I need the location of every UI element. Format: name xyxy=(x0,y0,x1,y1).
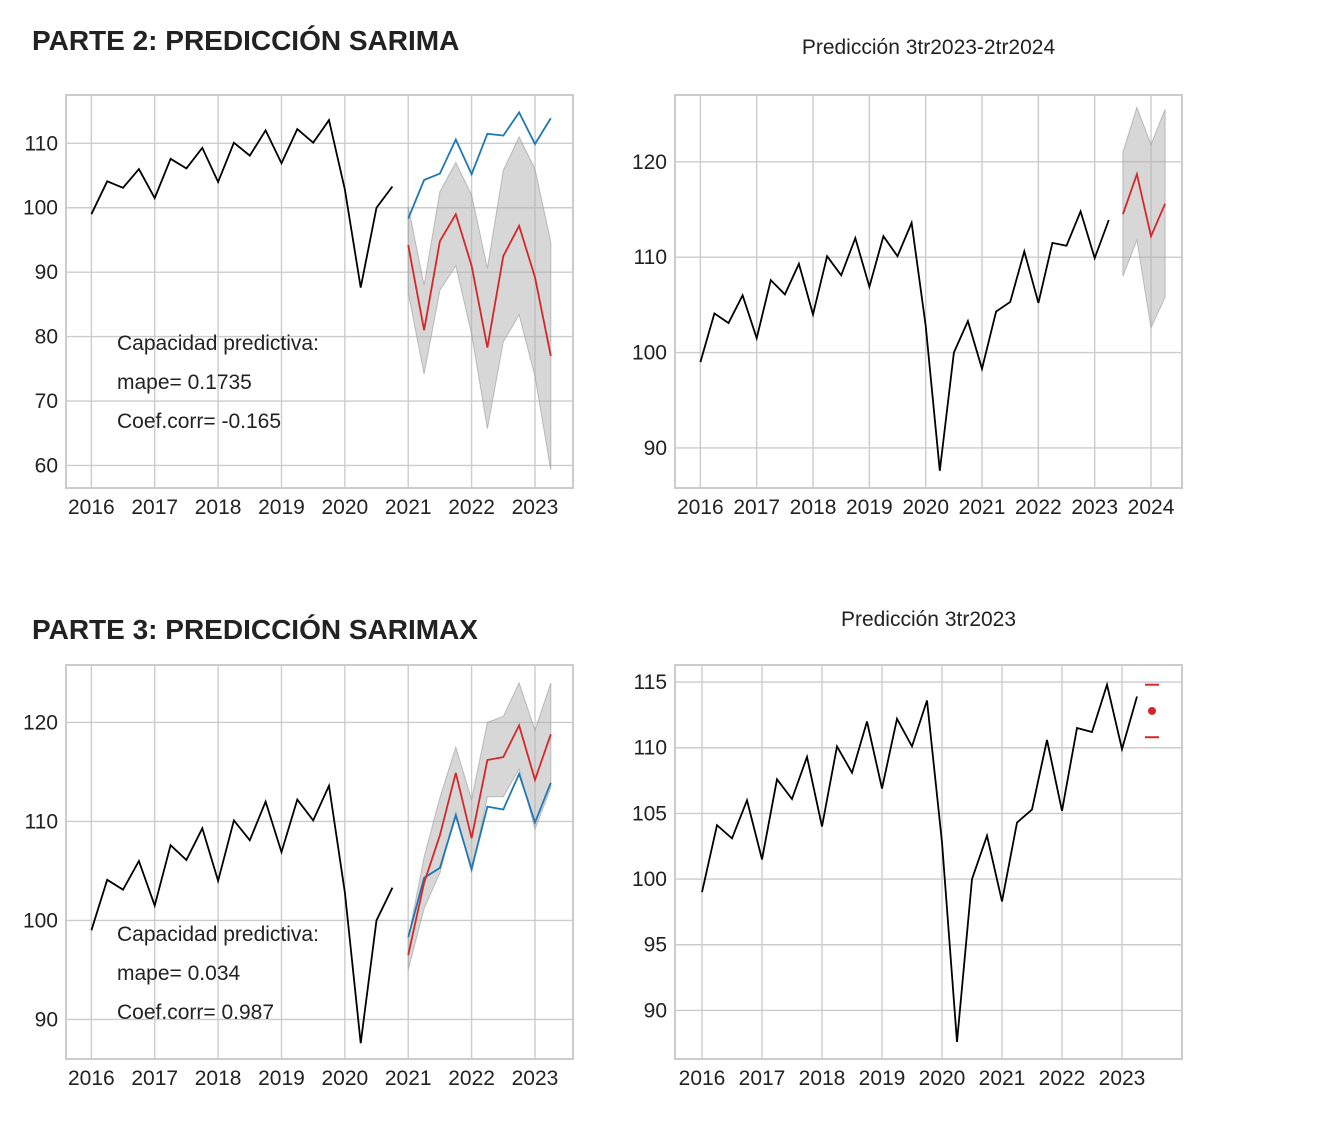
plot-area xyxy=(699,105,1166,471)
chart-title: Predicción 3tr2023-2tr2024 xyxy=(802,36,1056,59)
x-tick-label: 2020 xyxy=(902,496,949,519)
annotation-line-2: mape= 0.1735 xyxy=(117,371,252,394)
plot-frame xyxy=(674,664,1183,1060)
x-tick-label: 2019 xyxy=(258,496,305,519)
x-tick-label: 2020 xyxy=(321,496,368,519)
annotation-line-1: Capacidad predictiva: xyxy=(117,923,319,946)
plot-frame xyxy=(65,94,574,489)
y-tick-label: 90 xyxy=(644,999,667,1022)
confidence-interval-band xyxy=(407,681,552,971)
x-tick-label: 2018 xyxy=(195,496,242,519)
x-tick-label: 2019 xyxy=(258,1067,305,1090)
annotation-line-3: Coef.corr= 0.987 xyxy=(117,1001,274,1024)
x-tick-label: 2022 xyxy=(1015,496,1062,519)
x-tick-label: 2017 xyxy=(739,1067,786,1090)
chart-sarima_validation: 2016 2017 2018 2019 2020 2021 2022 2023 60 70 80 90… xyxy=(23,94,574,519)
x-tick-label: 2024 xyxy=(1128,496,1175,519)
series-line-observed-test xyxy=(407,771,552,938)
annotation-line-1: Capacidad predictiva: xyxy=(117,332,319,355)
x-tick-label: 2019 xyxy=(846,496,893,519)
chart-sarimax_validation: 2016 2017 2018 2019 2020 2021 2022 2023 90 100 110… xyxy=(23,664,574,1090)
section-title-parte-3: PARTE 3: PREDICCIÓN SARIMAX xyxy=(32,614,478,645)
x-tick-label: 2016 xyxy=(68,496,115,519)
x-tick-label: 2022 xyxy=(448,1067,495,1090)
plot-area xyxy=(90,110,552,471)
x-tick-label: 2020 xyxy=(919,1067,966,1090)
y-tick-label: 100 xyxy=(632,342,667,365)
x-tick-label: 2021 xyxy=(385,1067,432,1090)
y-tick-label: 110 xyxy=(634,737,667,760)
y-tick-label: 110 xyxy=(634,246,667,269)
x-tick-label: 2017 xyxy=(733,496,780,519)
y-tick-label: 110 xyxy=(25,810,58,833)
y-tick-label: 60 xyxy=(35,454,58,477)
y-tick-label: 120 xyxy=(632,151,667,174)
x-tick-label: 2023 xyxy=(1099,1067,1146,1090)
series-line-prediction xyxy=(407,722,552,956)
x-tick-label: 2021 xyxy=(385,496,432,519)
x-tick-label: 2018 xyxy=(195,1067,242,1090)
series-line-actual xyxy=(90,782,394,1044)
y-tick-label: 70 xyxy=(35,390,58,413)
series-line-actual xyxy=(699,208,1110,471)
annotation-line-3: Coef.corr= -0.165 xyxy=(117,410,281,433)
series-line-actual xyxy=(90,117,394,288)
plot-frame xyxy=(674,94,1183,489)
x-tick-label: 2019 xyxy=(859,1067,906,1090)
plot-frame xyxy=(65,664,574,1060)
plot-area xyxy=(701,681,1159,1042)
section-title-parte-2: PARTE 2: PREDICCIÓN SARIMA xyxy=(32,25,460,56)
y-tick-label: 120 xyxy=(23,711,58,734)
y-tick-label: 110 xyxy=(25,132,58,155)
y-tick-label: 90 xyxy=(644,437,667,460)
chart-sarimax_forecast: Predicción 3tr2023 2016 2017 2018 2019 2020 20… xyxy=(632,608,1183,1090)
series-line-prediction xyxy=(1122,170,1166,240)
series-line-actual xyxy=(701,681,1138,1042)
series-line-prediction xyxy=(407,211,552,357)
x-tick-label: 2017 xyxy=(131,1067,178,1090)
y-tick-label: 80 xyxy=(35,326,58,349)
x-tick-label: 2022 xyxy=(1039,1067,1086,1090)
x-tick-label: 2023 xyxy=(512,496,559,519)
annotation-line-2: mape= 0.034 xyxy=(117,962,241,985)
y-tick-label: 115 xyxy=(634,671,667,694)
x-tick-label: 2017 xyxy=(131,496,178,519)
plot-area xyxy=(90,681,552,1044)
x-tick-label: 2020 xyxy=(321,1067,368,1090)
chart-sarima_forecast: Predicción 3tr2023-2tr2024 2016 2017 2018 20… xyxy=(632,36,1183,519)
series-line-observed-test xyxy=(407,110,552,220)
x-tick-label: 2021 xyxy=(959,496,1006,519)
x-tick-label: 2018 xyxy=(790,496,837,519)
y-tick-label: 100 xyxy=(632,868,667,891)
y-tick-label: 90 xyxy=(35,261,58,284)
y-tick-label: 95 xyxy=(644,934,667,957)
y-tick-label: 90 xyxy=(35,1008,58,1031)
y-tick-label: 105 xyxy=(632,802,667,825)
x-tick-label: 2022 xyxy=(448,496,495,519)
point-forecast-marker xyxy=(1148,706,1156,715)
x-tick-label: 2018 xyxy=(799,1067,846,1090)
x-tick-label: 2016 xyxy=(677,496,724,519)
x-tick-label: 2016 xyxy=(68,1067,115,1090)
y-tick-label: 100 xyxy=(23,909,58,932)
x-tick-label: 2016 xyxy=(679,1067,726,1090)
x-tick-label: 2021 xyxy=(979,1067,1026,1090)
chart-title: Predicción 3tr2023 xyxy=(841,608,1016,631)
x-tick-label: 2023 xyxy=(1071,496,1118,519)
y-tick-label: 100 xyxy=(23,197,58,220)
x-tick-label: 2023 xyxy=(512,1067,559,1090)
confidence-interval-band xyxy=(1122,105,1166,330)
